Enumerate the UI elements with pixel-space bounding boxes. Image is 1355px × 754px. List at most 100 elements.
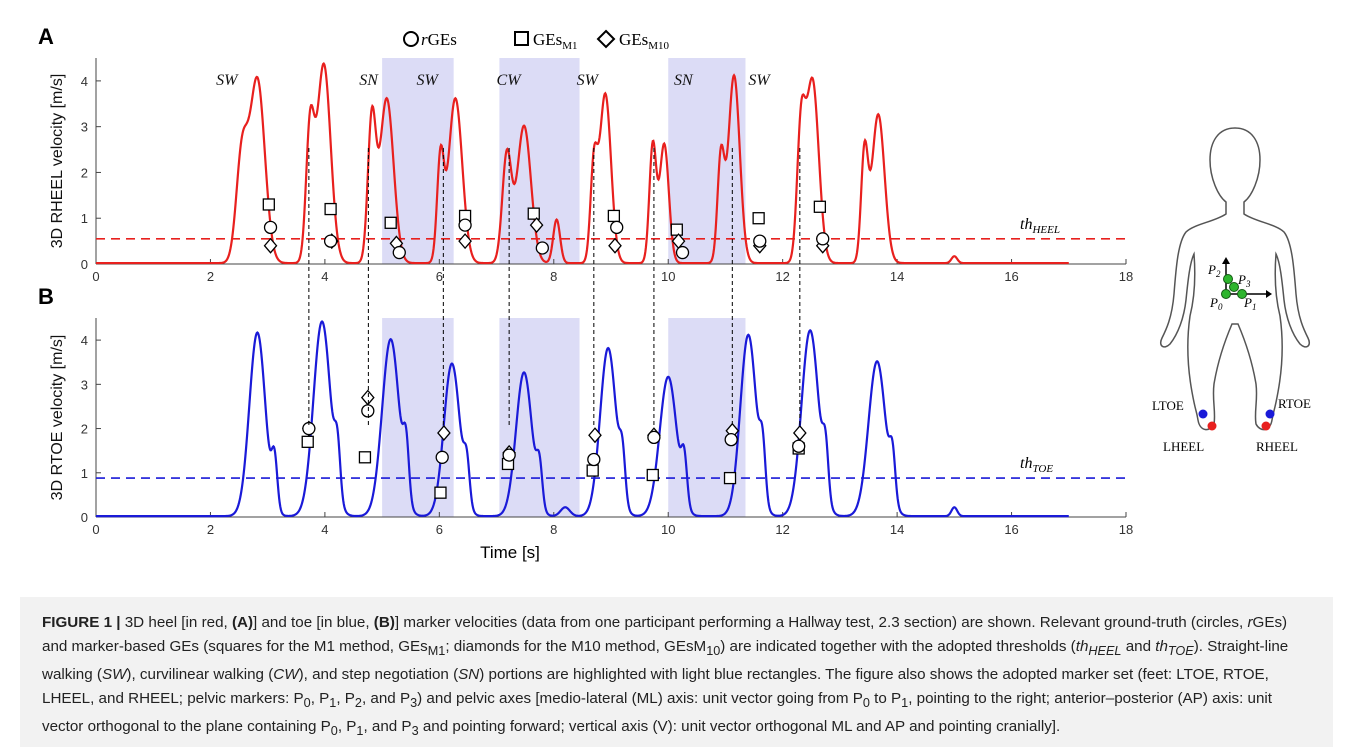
marker-m1-square bbox=[607, 209, 621, 223]
caption-sub: 0 bbox=[303, 695, 311, 710]
caption-italic: CW bbox=[273, 666, 299, 684]
segment-label: SW bbox=[416, 72, 439, 89]
segment-label: CW bbox=[497, 72, 523, 89]
x-tick-label: 14 bbox=[890, 522, 904, 537]
marker-m1-square bbox=[384, 216, 397, 229]
x-tick-label: 12 bbox=[775, 522, 789, 537]
marker-m1-square bbox=[262, 198, 275, 211]
y-tick-label: 3 bbox=[81, 377, 88, 392]
marker-m1-square bbox=[527, 207, 540, 220]
caption-text: ; diamonds for the M10 method, GEsM bbox=[445, 637, 707, 655]
marker-m10-diamond bbox=[263, 237, 278, 254]
caption-text: ) and pelvic axes [medio-lateral (ML) ax… bbox=[417, 689, 863, 707]
caption-sub: 0 bbox=[330, 724, 338, 739]
x-tick-label: 16 bbox=[1004, 522, 1018, 537]
segment-label: SN bbox=[359, 72, 379, 89]
threshold-label-base: th bbox=[1020, 455, 1032, 472]
marker-rges-circle bbox=[816, 232, 830, 246]
x-tick-label: 12 bbox=[775, 269, 789, 284]
y-tick-label: 4 bbox=[81, 333, 88, 348]
marker-m1-square bbox=[752, 212, 765, 225]
caption-sub: 1 bbox=[329, 695, 337, 710]
p3-marker bbox=[1229, 282, 1239, 292]
marker-rges-circle bbox=[458, 218, 472, 232]
marker-rges-circle bbox=[392, 245, 406, 260]
marker-m10-diamond bbox=[458, 233, 472, 250]
p2-label-main: P bbox=[1207, 262, 1216, 277]
marker-rges-circle bbox=[535, 241, 549, 255]
marker-m1-square bbox=[723, 471, 737, 485]
p0-label: P0 bbox=[1209, 295, 1223, 312]
marker-m1-square bbox=[301, 435, 314, 448]
legend-rges: rGEs bbox=[421, 30, 457, 49]
marker-m1-square bbox=[646, 468, 659, 482]
caption-sub: 3 bbox=[411, 724, 419, 739]
ltoe-marker bbox=[1198, 409, 1208, 419]
segment-label: SW bbox=[577, 72, 600, 89]
marker-rges-circle bbox=[724, 432, 738, 447]
legend-m10-sub: M10 bbox=[648, 40, 669, 52]
p1-marker bbox=[1237, 289, 1247, 299]
caption-sub: 0 bbox=[862, 695, 870, 710]
x-axis-label: Time [s] bbox=[480, 543, 540, 562]
threshold-label-sub: TOE bbox=[1032, 463, 1053, 475]
rheel-label: RHEEL bbox=[1256, 439, 1298, 454]
caption-text: and pointing forward; vertical axis (V):… bbox=[418, 718, 1061, 736]
shaded-region bbox=[499, 318, 580, 517]
segment-label: SN bbox=[674, 72, 694, 89]
p0-marker bbox=[1221, 289, 1231, 299]
x-tick-label: 0 bbox=[92, 269, 99, 284]
caption-sub: 2 bbox=[354, 695, 362, 710]
legend-rges-text: GEs bbox=[428, 30, 457, 49]
x-tick-label: 0 bbox=[92, 522, 99, 537]
p2-marker bbox=[1223, 274, 1233, 284]
caption-text: ] marker velocities (data from one parti… bbox=[394, 614, 1248, 631]
caption-italic: th bbox=[1075, 637, 1089, 655]
y-tick-label: 1 bbox=[81, 466, 88, 481]
caption-text: ). Straight-line walking ( bbox=[42, 637, 1289, 684]
marker-rges-circle bbox=[361, 404, 375, 418]
caption-sub: 1 bbox=[356, 724, 364, 739]
marker-m10-diamond bbox=[437, 424, 451, 441]
legend-square-symbol bbox=[514, 31, 529, 46]
body-silhouette bbox=[1159, 127, 1311, 431]
x-tick-label: 18 bbox=[1119, 269, 1133, 284]
marker-rges-circle bbox=[792, 439, 806, 453]
caption-text: ), curvilinear walking ( bbox=[126, 666, 274, 684]
y-axis-label: 3D RHEEL velocity [m/s] bbox=[49, 74, 66, 249]
x-tick-label: 4 bbox=[321, 522, 328, 537]
caption-text: ) are indicated together with the adopte… bbox=[720, 637, 1076, 655]
segment-label: SW bbox=[216, 72, 239, 89]
x-tick-label: 2 bbox=[207, 522, 214, 537]
y-tick-label: 0 bbox=[81, 510, 88, 525]
caption-sub: TOE bbox=[1167, 643, 1194, 658]
legend-m10-text: GEs bbox=[619, 30, 648, 49]
segment-label: SW bbox=[748, 72, 771, 89]
ltoe-label: LTOE bbox=[1152, 398, 1184, 413]
legend-circle-symbol bbox=[403, 31, 419, 47]
body-diagram: P2 P3 P0 P1 LTOE RTOE LHEEL RHEEL bbox=[1152, 127, 1311, 454]
p3-label-sub: 3 bbox=[1245, 279, 1251, 289]
caption-figure-label: FIGURE 1 | bbox=[42, 614, 121, 631]
x-tick-label: 16 bbox=[1004, 269, 1018, 284]
p0-label-sub: 0 bbox=[1218, 302, 1223, 312]
caption-text: ) portions are highlighted with light bl… bbox=[42, 666, 1269, 707]
lheel-label: LHEEL bbox=[1163, 439, 1204, 454]
marker-rges-circle bbox=[610, 220, 624, 235]
marker-m10-diamond bbox=[588, 427, 602, 444]
marker-m1-square bbox=[670, 223, 683, 236]
figure-svg: rGEs GEsM1 GEsM10 A B 0 2 4 6 8 10 12 14 16 18012… bbox=[38, 24, 1311, 562]
velocity-curve-heel bbox=[96, 61, 1069, 265]
caption-text: , P bbox=[336, 689, 355, 707]
caption-sub: HEEL bbox=[1088, 643, 1122, 658]
caption-italic: th bbox=[1155, 637, 1168, 655]
caption-sub: 3 bbox=[410, 695, 418, 710]
marker-rges-circle bbox=[675, 245, 690, 260]
caption-ref-b: (B) bbox=[373, 614, 395, 631]
threshold-label: thHEEL bbox=[1020, 216, 1060, 236]
caption-text: 3D heel [in red, bbox=[120, 614, 232, 631]
threshold-label-sub: HEEL bbox=[1031, 224, 1060, 236]
event-lines bbox=[308, 148, 801, 428]
p1-label-sub: 1 bbox=[1252, 302, 1257, 312]
